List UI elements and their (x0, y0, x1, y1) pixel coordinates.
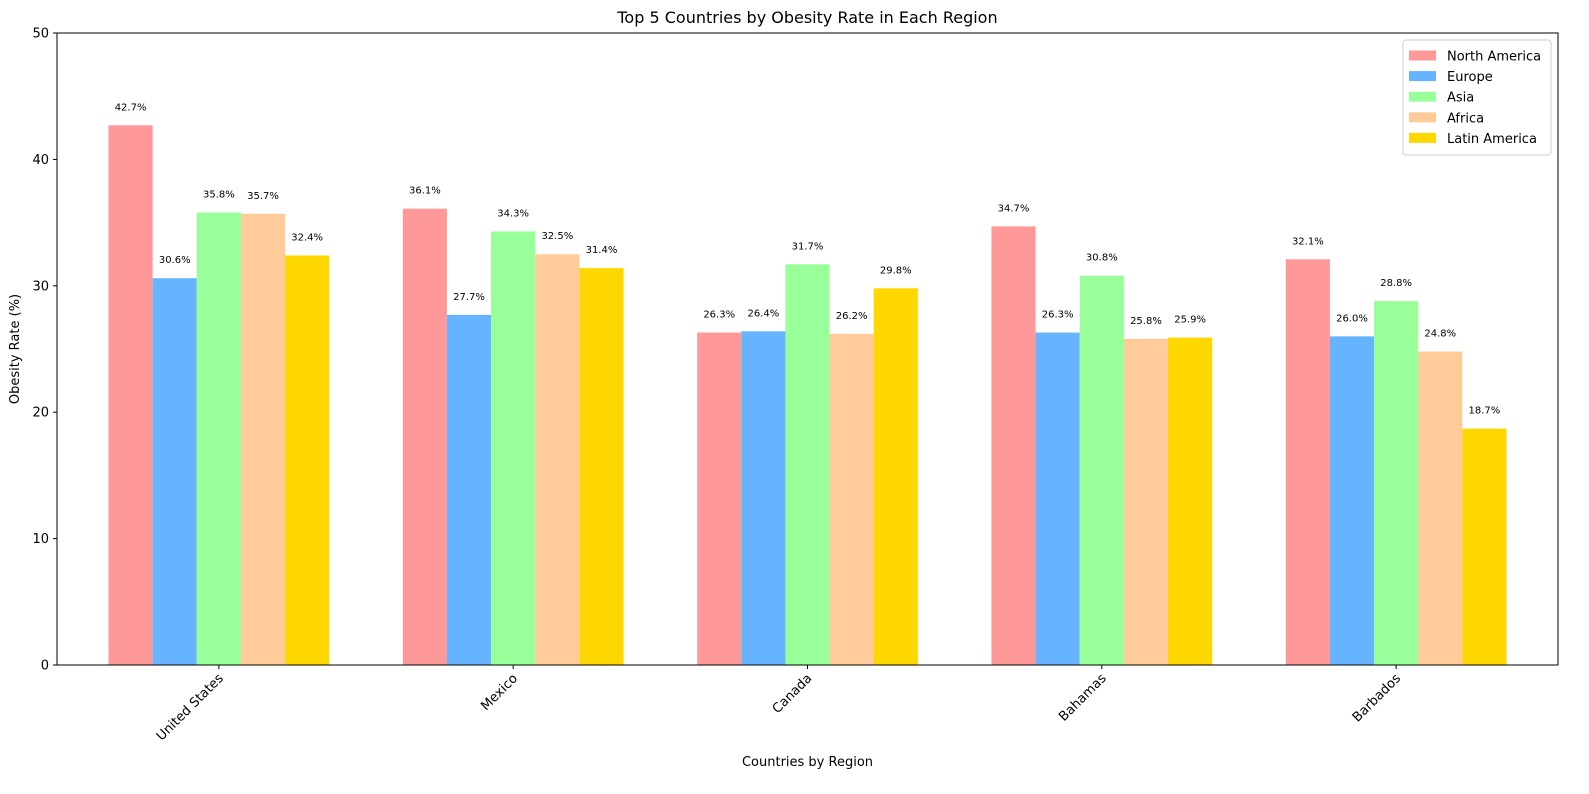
y-tick-label: 30 (32, 279, 49, 294)
value-label: 30.6% (159, 255, 191, 266)
bar-north-america-bahamas (991, 226, 1036, 665)
value-label: 25.9% (1174, 315, 1206, 326)
value-label: 34.3% (497, 208, 529, 219)
chart-title: Top 5 Countries by Obesity Rate in Each … (616, 8, 997, 27)
value-label: 25.8% (1130, 316, 1162, 327)
bar-asia-barbados (1374, 300, 1419, 665)
value-label: 32.1% (1292, 236, 1324, 247)
legend: North America Europe Asia Africa Latin Ameri… (1402, 39, 1552, 156)
y-tick-label: 20 (32, 406, 49, 421)
bar-latin-america-united-states (285, 255, 330, 666)
y-tick-label: 50 (32, 27, 49, 42)
bar-europe-canada (741, 331, 786, 665)
value-label: 31.4% (586, 245, 618, 256)
value-label: 35.8% (203, 189, 235, 200)
y-tick-label: 0 (41, 659, 49, 674)
bar-asia-bahamas (1079, 275, 1124, 665)
legend-swatch (1409, 132, 1436, 143)
bar-north-america-barbados (1285, 259, 1330, 665)
value-label: 26.2% (836, 311, 868, 322)
value-label: 32.4% (291, 232, 323, 243)
bar-africa-united-states (240, 213, 286, 665)
legend-swatch (1409, 71, 1436, 82)
value-label: 35.7% (247, 191, 279, 202)
bar-africa-barbados (1418, 351, 1463, 665)
bar-latin-america-mexico (579, 268, 624, 665)
legend-label: Asia (1447, 91, 1474, 106)
bars-layer (108, 125, 1507, 666)
value-label: 42.7% (115, 102, 147, 113)
y-tick-label: 40 (32, 153, 49, 168)
legend-label: Africa (1447, 111, 1484, 126)
legend-box (1402, 39, 1552, 156)
value-label: 26.3% (1042, 310, 1074, 321)
bar-asia-mexico (491, 231, 536, 665)
value-label: 30.8% (1086, 253, 1118, 264)
value-label: 31.7% (792, 241, 824, 252)
bar-europe-united-states (152, 278, 197, 665)
bar-europe-bahamas (1035, 332, 1080, 665)
legend-swatch (1409, 50, 1436, 61)
y-tick-label: 10 (32, 532, 49, 547)
legend-label: North America (1447, 50, 1541, 65)
value-label: 26.0% (1336, 313, 1368, 324)
value-label: 36.1% (409, 186, 441, 197)
value-label: 28.8% (1380, 278, 1412, 289)
bar-africa-bahamas (1123, 338, 1169, 665)
bar-africa-canada (829, 333, 874, 665)
value-labels-layer: 42.7% 36.1% 26.3% 34.7% 32.1% 30.6% 27.7% 26.4%… (115, 102, 1501, 416)
bar-europe-barbados (1329, 336, 1375, 665)
value-label: 26.3% (703, 310, 735, 321)
bar-north-america-canada (697, 332, 742, 665)
value-label: 27.7% (453, 292, 485, 303)
value-label: 32.5% (541, 231, 573, 242)
value-label: 24.8% (1424, 329, 1456, 340)
bar-asia-united-states (196, 212, 241, 665)
bar-latin-america-canada (873, 288, 918, 665)
bar-north-america-mexico (402, 208, 447, 666)
bar-latin-america-bahamas (1168, 337, 1213, 665)
value-label: 26.4% (747, 308, 779, 319)
value-label: 18.7% (1469, 406, 1501, 417)
legend-swatch (1409, 112, 1436, 123)
bar-europe-mexico (446, 314, 492, 665)
legend-label: Latin America (1447, 132, 1537, 147)
bar-latin-america-barbados (1462, 428, 1507, 665)
bar-asia-canada (785, 264, 830, 665)
y-axis-label: Obesity Rate (%) (8, 294, 23, 404)
legend-swatch (1409, 91, 1436, 102)
x-axis-label: Countries by Region (742, 755, 873, 770)
bar-africa-mexico (535, 254, 580, 665)
bar-north-america-united-states (108, 125, 153, 666)
value-label: 29.8% (880, 265, 912, 276)
legend-label: Europe (1447, 70, 1493, 85)
value-label: 34.7% (998, 203, 1030, 214)
